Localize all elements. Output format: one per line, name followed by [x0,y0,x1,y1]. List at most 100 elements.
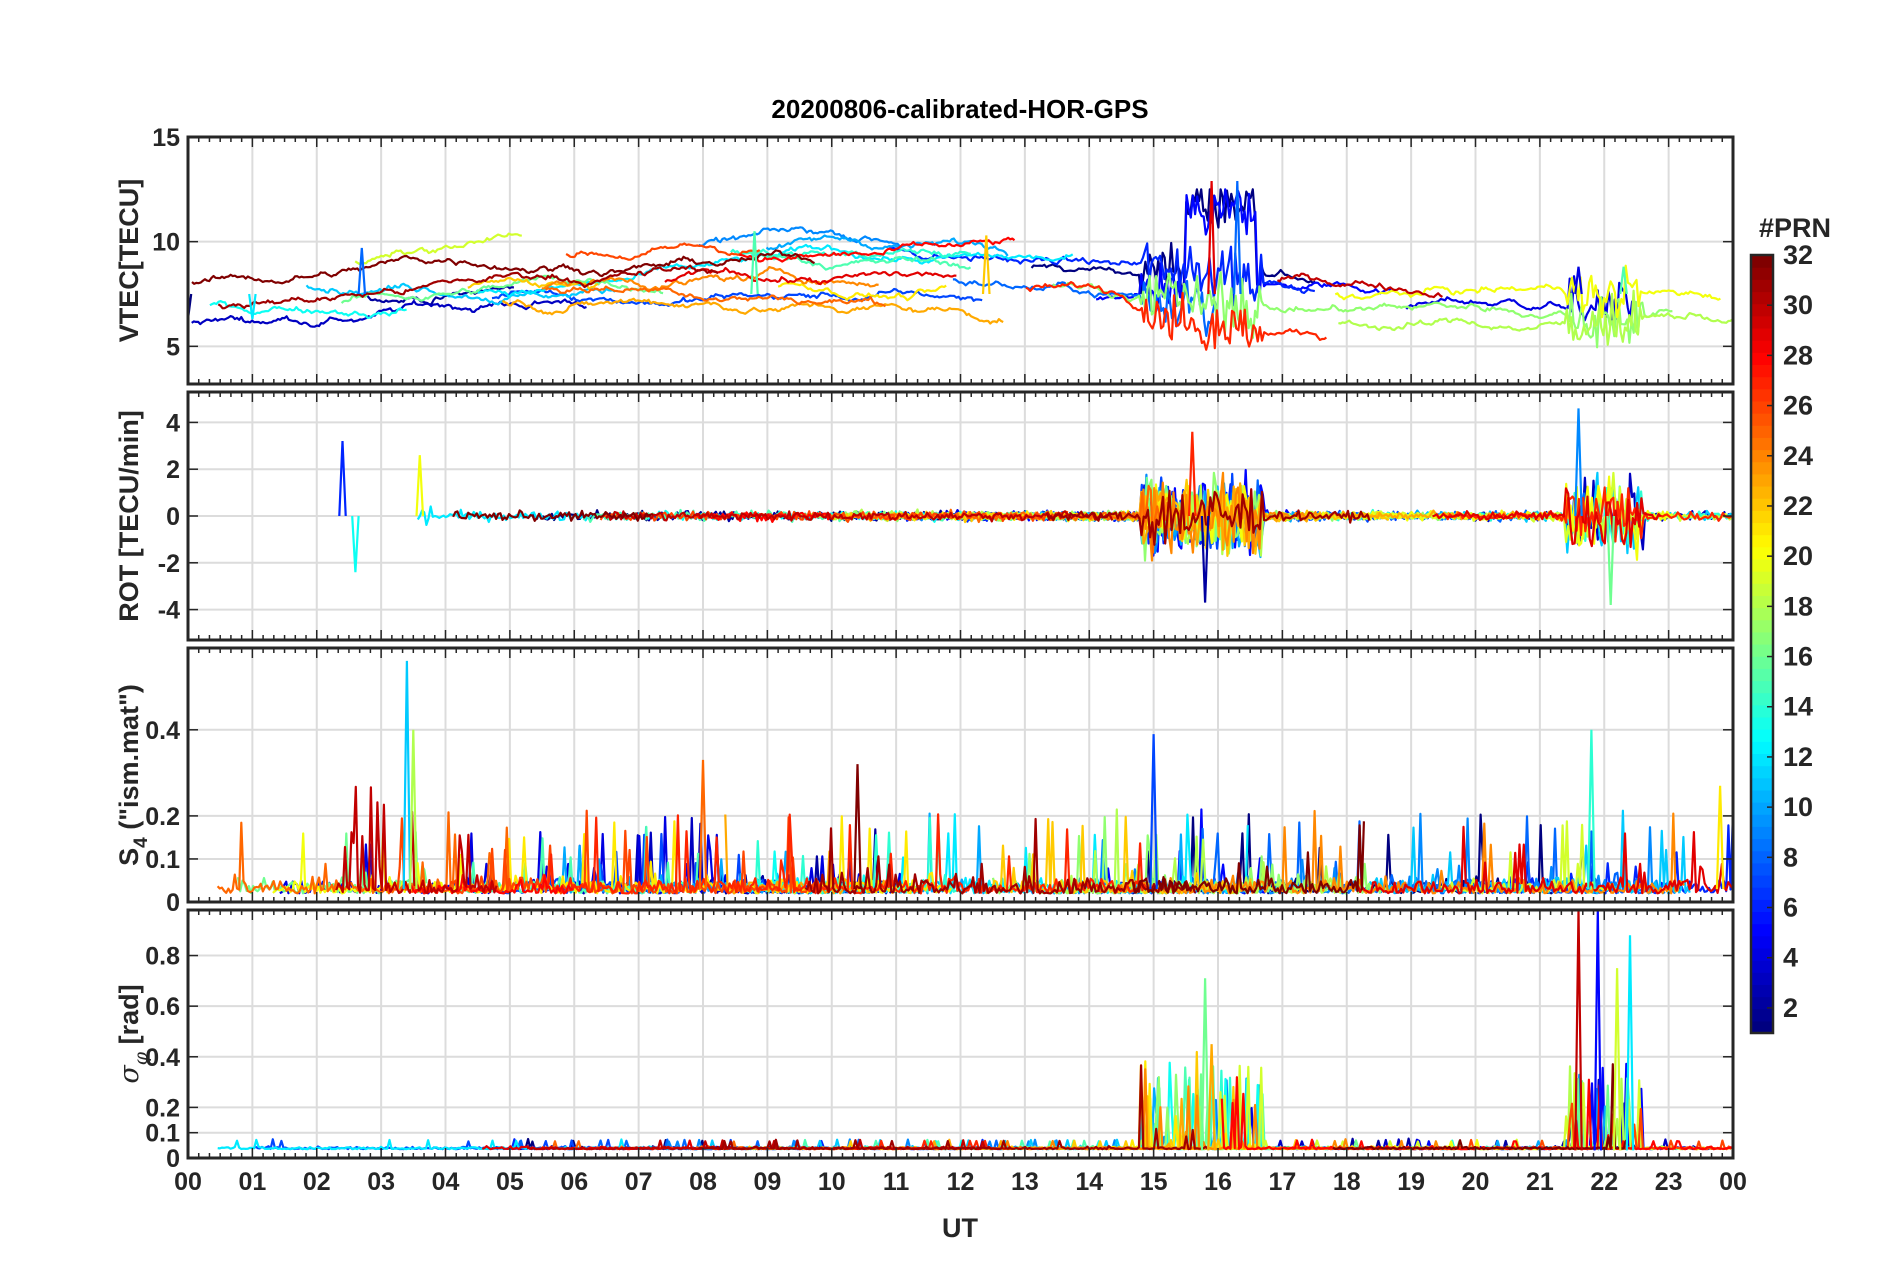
colorbar-tick-label: 14 [1783,692,1813,722]
event-spike [1200,978,1210,1151]
x-tick-label: 21 [1526,1168,1554,1196]
prn-trace-31 [217,264,719,310]
x-tick-label: 11 [883,1168,910,1196]
colorbar-segment [1751,899,1773,913]
event-spike [1612,968,1622,1151]
prn-trace-19 [354,232,522,266]
x-tick-label: 20 [1462,1168,1490,1196]
prn-trace-10 [765,234,1009,257]
y-label-subscript: φ [130,1051,152,1065]
colorbar-segment [1751,923,1773,937]
prn-trace-9 [698,226,905,248]
prn-trace-32 [191,249,815,285]
event-spike [698,759,708,890]
colorbar-tick-label: 8 [1783,842,1798,872]
y-tick-label: 0.4 [145,717,180,745]
event-spikes [1200,910,1635,1151]
prn-trace-22 [467,276,599,290]
x-ticks [187,392,1734,640]
colorbar-segment [1751,753,1773,767]
panel-rot: -4 -2 0 2 4 ROT [TECU/min] [114,390,1735,642]
y-tick-label: 0.2 [145,1094,180,1122]
prn-trace-29 [1432,487,1662,549]
colorbar-segment [1751,704,1773,718]
colorbar-segment [1751,874,1773,888]
colorbar-segment [1751,449,1773,463]
event-spike [1574,266,1583,295]
prn-trace-21 [777,282,947,302]
chart-title: 20200806-calibrated-HOR-GPS [771,94,1148,124]
event-spike [188,293,193,320]
prn-trace-28 [739,236,1016,263]
x-tick-label: 12 [947,1168,975,1196]
y-tick-label: 0 [166,1145,180,1173]
data-traces [217,910,1733,1151]
colorbar-segment [1751,546,1773,560]
panel-sigma_phi: 00.10.2 0.4 0.6 0.8 σφ [rad] 00 01 02 03 04 05 06 07… [114,908,1747,1196]
colorbar-tick-label: 24 [1783,441,1813,471]
colorbar-tick-label: 26 [1783,391,1813,421]
prn-trace-31 [804,817,1196,895]
colorbar-segment [1751,473,1773,487]
y-label-rest: ("ism.mat") [114,684,144,837]
prn-trace-31 [698,1064,1209,1151]
colorbar-segment [1751,668,1773,682]
event-spike [1606,515,1615,605]
prn-trace-1 [1030,188,1316,300]
x-tick-label: 09 [753,1168,781,1196]
x-tick-label: 10 [818,1168,846,1196]
x-tick-label: 14 [1075,1168,1103,1196]
colorbar-segment [1751,400,1773,414]
event-spike [1149,734,1158,890]
event-spikes [188,180,1628,320]
y-axis-label: ROT [TECU/min] [114,410,144,621]
event-spike [409,729,418,890]
prn-trace-18 [1338,289,1733,346]
colorbar-tick-label: 22 [1783,491,1813,521]
colorbar-segment [1751,692,1773,706]
colorbar-segment [1751,485,1773,499]
colorbar-tick-label: 4 [1783,943,1798,973]
colorbar-segment [1751,850,1773,864]
axes-frame [186,646,1735,904]
x-tick-labels: 00 01 02 03 04 05 06 07 08 09 10 11 12 13 14 15 16 17 18 19… [174,1168,1747,1196]
colorbar-segment [1751,340,1773,353]
colorbar-tick-label: 6 [1783,893,1798,923]
colorbar-segment [1751,425,1773,438]
colorbar-segment [1751,498,1773,511]
y-tick-label: 10 [152,229,180,257]
y-tick-label: 15 [152,124,180,152]
prn-trace-3 [191,298,587,328]
colorbar-segment [1751,607,1773,621]
event-spike [248,293,257,320]
y-tick-label: 0.2 [145,803,180,831]
prn-trace-6 [889,242,1316,307]
x-tick-label: 15 [1140,1168,1168,1196]
event-spike [351,515,360,573]
y-axis-label: S4 ("ism.mat") [114,684,152,866]
colorbar-segment [1751,716,1773,730]
colorbar-segment [1751,887,1773,900]
y-tick-label: -4 [158,597,180,625]
colorbar-segment [1751,255,1773,268]
y-tick-label: 0.1 [145,846,180,874]
prn-trace-13 [209,300,407,319]
panel-s4: 00.10.20.4S4 ("ism.mat") [114,646,1735,917]
colorbar-segment [1751,972,1773,985]
event-spikes [402,660,1725,890]
x-tick-label: 04 [432,1168,460,1196]
prn-trace-25 [544,285,887,308]
x-tick-label: 00 [174,1168,202,1196]
prn-trace-32 [1332,1063,1629,1151]
prn-trace-30 [605,510,1114,523]
prn-trace-27 [1025,281,1327,351]
colorbar-segment [1751,644,1773,657]
colorbar-segment [1751,534,1773,548]
colorbar-segment [1751,291,1773,305]
colorbar-segment [1751,777,1773,791]
y-tick-label: 0.6 [145,993,180,1021]
y-label-rest: [rad] [114,984,144,1052]
prn-trace-32 [1132,821,1365,895]
colorbar-segment [1751,826,1773,840]
data-traces [216,660,1733,895]
